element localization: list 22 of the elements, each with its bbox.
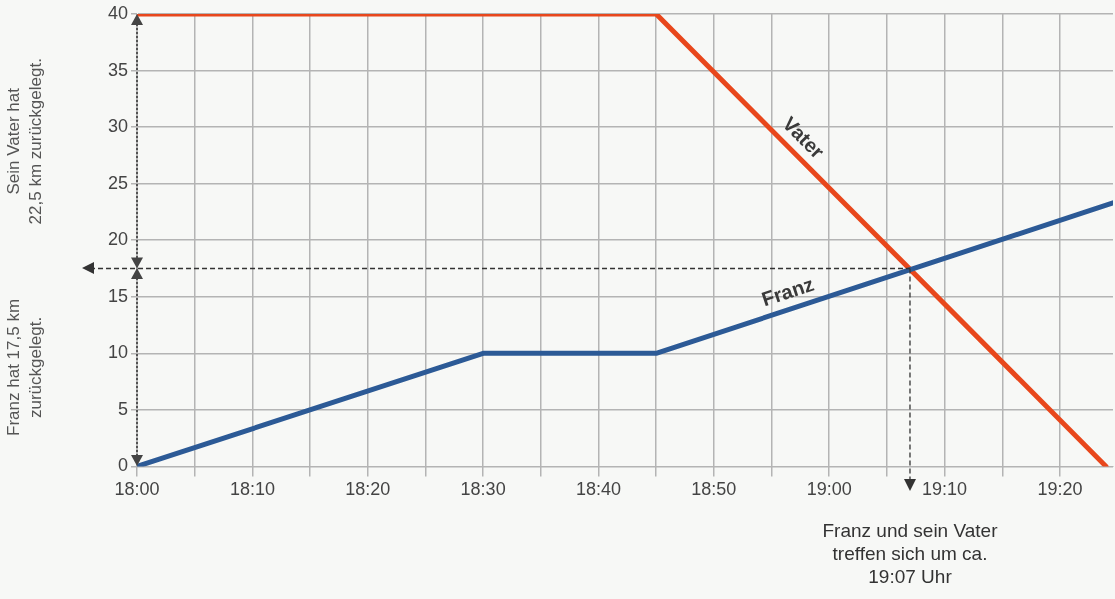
x-tick-label: 18:40 (575, 479, 622, 500)
y-tick-label: 30 (107, 116, 129, 137)
text: Franz (758, 272, 817, 311)
y-tick-label: 10 (107, 342, 129, 363)
y-tick-label: 5 (118, 398, 129, 419)
x-tick-label: 18:10 (229, 479, 275, 500)
x-tick-label: 19:10 (922, 479, 968, 500)
y-tick-label: 40 (107, 2, 129, 23)
x-tick-label: 18:00 (114, 479, 160, 500)
text: Franz und sein Vater treffen sich um ca. 19:07 Uhr (822, 519, 999, 587)
y-tick-label: 20 (107, 229, 129, 250)
text: Sein Vater hat 22,5 km zurückgelegt. (3, 58, 45, 225)
x-tick-label: 19:20 (1037, 479, 1083, 500)
x-tick-label: 18:30 (460, 479, 506, 500)
y-tick-label: 15 (107, 285, 129, 306)
y-tick-label: 25 (107, 172, 129, 193)
y-tick-label: 35 (107, 59, 129, 80)
x-tick-label: 18:20 (345, 479, 391, 500)
text: Franz hat 17,5 km zurückgelegt. (3, 298, 45, 436)
y-tick-label: 0 (118, 455, 129, 476)
x-tick-label: 18:50 (691, 479, 737, 500)
x-tick-label: 19:00 (806, 479, 852, 500)
